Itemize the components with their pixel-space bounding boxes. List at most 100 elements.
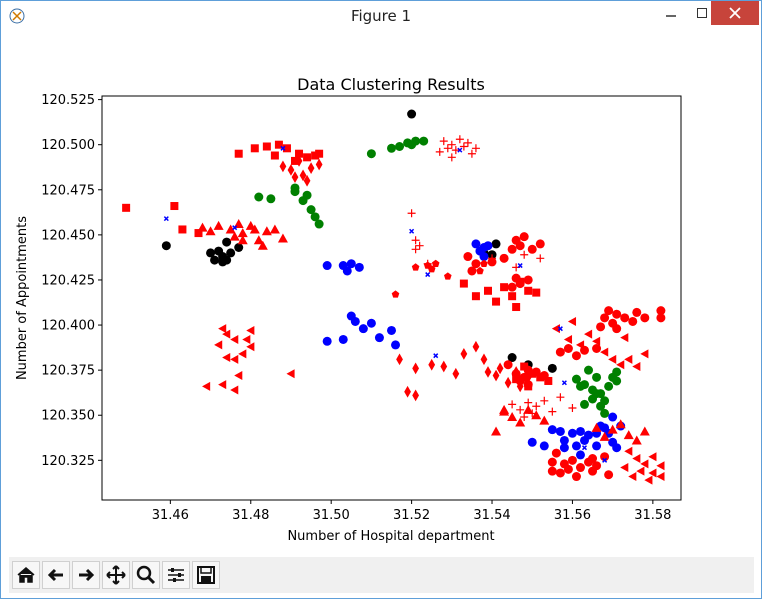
minimize-button[interactable] xyxy=(656,1,686,25)
data-point-square xyxy=(303,153,312,162)
data-point-circle xyxy=(559,443,569,453)
data-point-circle xyxy=(387,325,396,335)
x-tick-label: 31.48 xyxy=(232,508,269,523)
data-point-triangle-left xyxy=(238,349,247,359)
data-point-circle xyxy=(640,313,650,323)
data-point-diamond xyxy=(315,158,323,171)
data-point-circle xyxy=(575,426,585,436)
data-point-triangle-left xyxy=(648,468,657,478)
data-point-circle xyxy=(342,266,352,276)
data-point-circle xyxy=(503,360,513,370)
figure-canvas[interactable]: Data Clustering Results 31.46 31.48 31.50 3… xyxy=(9,32,754,557)
forward-arrow-button[interactable] xyxy=(72,561,100,589)
data-point-triangle-up xyxy=(531,410,542,420)
data-point-circle xyxy=(234,243,244,252)
data-point-square xyxy=(528,369,537,378)
data-point-triangle-up xyxy=(225,224,236,234)
data-point-circle xyxy=(612,443,622,453)
data-point-plus xyxy=(532,402,541,411)
data-point-circle xyxy=(222,255,232,265)
data-point-square xyxy=(459,279,468,288)
navigation-toolbar xyxy=(9,557,754,593)
data-point-triangle-up xyxy=(615,419,626,429)
data-point-circle xyxy=(571,472,581,482)
data-point-triangle-left xyxy=(246,325,255,335)
data-point-circle xyxy=(604,381,614,391)
data-point-square xyxy=(194,229,203,238)
data-point-diamond xyxy=(412,362,419,375)
data-point-square xyxy=(282,144,291,153)
data-point-circle xyxy=(656,306,666,316)
data-point-square xyxy=(508,292,517,301)
data-point-pentagon xyxy=(476,266,484,275)
y-tick-label: 120.525 xyxy=(41,93,95,108)
save-icon xyxy=(197,566,215,584)
data-point-triangle-up xyxy=(499,404,510,414)
data-point-circle xyxy=(471,239,481,249)
data-point-diamond xyxy=(412,389,419,402)
forward-arrow-icon xyxy=(79,568,95,582)
data-point-triangle-up xyxy=(213,220,224,230)
data-point-circle xyxy=(608,412,618,422)
pan-button[interactable] xyxy=(102,561,130,589)
data-point-plus xyxy=(488,254,497,263)
data-point-circle xyxy=(567,455,577,465)
configure-subplots-button[interactable] xyxy=(162,561,190,589)
data-point-diamond xyxy=(524,371,532,384)
data-point-square xyxy=(295,149,304,158)
data-point-diamond xyxy=(404,385,411,398)
x-tick-label: 31.52 xyxy=(393,508,430,523)
data-point-circle xyxy=(515,241,525,251)
close-button[interactable] xyxy=(711,1,759,25)
back-arrow-button[interactable] xyxy=(42,561,70,589)
data-point-triangle-left xyxy=(656,461,665,471)
data-point-circle xyxy=(592,461,602,471)
data-point-circle xyxy=(467,266,477,276)
data-point-triangle-left xyxy=(632,454,641,464)
data-point-triangle-up xyxy=(237,228,248,238)
y-tick-label: 120.400 xyxy=(41,319,95,334)
data-point-diamond xyxy=(460,348,468,360)
data-point-circle xyxy=(338,334,348,344)
data-point-triangle-left xyxy=(230,334,239,344)
data-point-circle xyxy=(612,367,622,377)
data-point-plus xyxy=(435,147,444,156)
scatter-chart: Data Clustering Results 31.46 31.48 31.50 3… xyxy=(15,75,682,544)
data-point-diamond xyxy=(496,362,504,375)
data-point-circle xyxy=(527,437,537,447)
data-point-x-small xyxy=(457,147,463,153)
data-point-circle xyxy=(535,239,545,249)
data-point-circle xyxy=(374,333,384,343)
data-point-plus xyxy=(443,144,452,153)
data-point-triangle-up xyxy=(249,224,260,234)
data-point-square xyxy=(471,292,480,301)
data-point-square xyxy=(516,277,525,286)
data-point-pentagon xyxy=(411,263,420,271)
data-point-circle xyxy=(612,324,622,334)
zoom-button[interactable] xyxy=(132,561,160,589)
data-point-plus xyxy=(520,250,529,259)
data-point-circle xyxy=(479,252,489,262)
maximize-button[interactable] xyxy=(687,1,717,25)
data-point-circle xyxy=(571,374,581,384)
data-point-square xyxy=(274,140,283,149)
home-button[interactable] xyxy=(12,561,40,589)
data-point-square xyxy=(178,225,187,234)
y-tick-label: 120.325 xyxy=(41,454,95,469)
data-point-circle xyxy=(350,316,360,326)
close-icon xyxy=(729,7,741,19)
data-point-triangle-left xyxy=(286,369,295,379)
data-point-triangle-up xyxy=(631,435,642,445)
data-point-square xyxy=(544,376,553,385)
data-point-circle xyxy=(391,340,401,350)
data-point-circle xyxy=(592,372,602,382)
save-button[interactable] xyxy=(192,561,220,589)
data-point-circle xyxy=(632,307,642,317)
data-point-circle xyxy=(210,255,220,265)
data-point-circle xyxy=(314,219,324,229)
minimize-icon xyxy=(666,15,676,17)
data-point-circle xyxy=(604,470,614,480)
data-point-triangle-left xyxy=(584,329,593,339)
data-point-circle xyxy=(419,136,429,146)
data-point-diamond xyxy=(291,171,299,184)
